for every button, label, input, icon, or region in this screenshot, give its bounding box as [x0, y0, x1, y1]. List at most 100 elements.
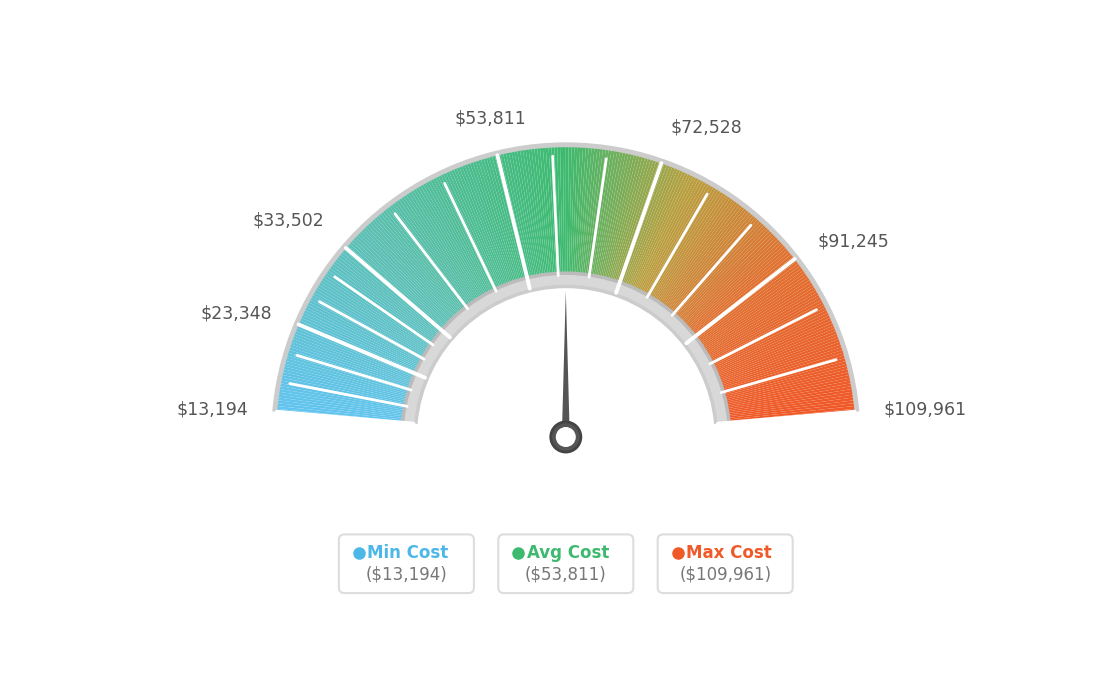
Wedge shape	[484, 156, 521, 280]
Wedge shape	[469, 160, 513, 282]
Wedge shape	[577, 146, 588, 274]
Wedge shape	[657, 195, 732, 302]
Wedge shape	[375, 214, 460, 313]
Wedge shape	[305, 304, 420, 364]
Wedge shape	[581, 146, 595, 274]
Wedge shape	[288, 344, 411, 386]
Wedge shape	[636, 173, 694, 290]
Wedge shape	[652, 188, 722, 299]
Wedge shape	[285, 355, 408, 393]
Wedge shape	[703, 279, 813, 350]
Wedge shape	[722, 349, 846, 389]
Wedge shape	[582, 146, 597, 274]
Wedge shape	[342, 246, 442, 331]
Wedge shape	[360, 228, 452, 321]
Wedge shape	[609, 155, 646, 279]
Wedge shape	[677, 221, 765, 317]
Wedge shape	[295, 325, 414, 375]
Wedge shape	[453, 166, 505, 286]
Wedge shape	[719, 331, 839, 379]
Wedge shape	[549, 145, 558, 273]
Wedge shape	[676, 219, 763, 316]
Wedge shape	[693, 253, 795, 335]
Wedge shape	[327, 267, 433, 343]
Wedge shape	[325, 269, 432, 344]
Wedge shape	[691, 248, 792, 333]
Wedge shape	[681, 230, 774, 322]
Wedge shape	[705, 284, 816, 353]
Wedge shape	[333, 257, 436, 337]
Wedge shape	[358, 230, 450, 322]
Wedge shape	[435, 175, 493, 290]
Wedge shape	[729, 408, 857, 423]
Wedge shape	[698, 264, 804, 342]
Wedge shape	[710, 299, 825, 361]
Wedge shape	[709, 294, 821, 358]
Wedge shape	[650, 187, 720, 297]
Wedge shape	[572, 145, 581, 273]
Wedge shape	[284, 357, 408, 394]
Wedge shape	[461, 163, 509, 284]
Wedge shape	[574, 145, 583, 273]
Wedge shape	[443, 171, 498, 288]
Wedge shape	[612, 157, 651, 280]
Wedge shape	[298, 317, 416, 371]
Wedge shape	[584, 146, 601, 275]
Wedge shape	[445, 170, 500, 288]
Wedge shape	[702, 277, 811, 348]
Wedge shape	[508, 150, 535, 277]
Wedge shape	[291, 333, 413, 380]
Wedge shape	[615, 159, 657, 282]
Wedge shape	[328, 264, 434, 342]
Wedge shape	[275, 403, 403, 420]
Wedge shape	[661, 199, 739, 305]
Wedge shape	[726, 383, 853, 408]
Wedge shape	[293, 331, 413, 379]
Wedge shape	[592, 148, 615, 275]
Wedge shape	[495, 153, 528, 278]
Wedge shape	[666, 205, 745, 308]
Wedge shape	[520, 148, 542, 275]
Wedge shape	[654, 190, 724, 299]
Text: $72,528: $72,528	[671, 118, 743, 136]
Wedge shape	[614, 157, 654, 281]
Wedge shape	[720, 338, 842, 383]
Wedge shape	[352, 236, 447, 326]
Wedge shape	[489, 155, 524, 279]
Wedge shape	[729, 403, 857, 420]
Wedge shape	[340, 248, 440, 333]
Wedge shape	[283, 363, 407, 397]
Wedge shape	[282, 368, 406, 400]
Wedge shape	[337, 253, 438, 335]
Wedge shape	[382, 208, 464, 310]
Wedge shape	[278, 383, 405, 408]
Wedge shape	[634, 171, 689, 288]
Wedge shape	[611, 156, 648, 280]
Wedge shape	[275, 408, 403, 423]
Wedge shape	[369, 219, 456, 316]
Wedge shape	[607, 155, 643, 279]
Wedge shape	[312, 288, 425, 355]
Wedge shape	[354, 234, 448, 324]
Wedge shape	[724, 366, 850, 399]
Wedge shape	[386, 205, 466, 308]
Wedge shape	[491, 154, 526, 279]
Wedge shape	[726, 377, 852, 405]
Text: Avg Cost: Avg Cost	[527, 544, 609, 562]
Wedge shape	[279, 377, 405, 405]
Wedge shape	[529, 147, 546, 275]
Wedge shape	[723, 357, 848, 394]
Wedge shape	[282, 366, 407, 399]
Wedge shape	[306, 302, 421, 362]
Wedge shape	[371, 217, 457, 315]
Wedge shape	[554, 145, 561, 273]
Wedge shape	[367, 221, 455, 317]
Wedge shape	[664, 203, 743, 307]
Wedge shape	[410, 188, 479, 299]
Wedge shape	[639, 176, 699, 291]
Wedge shape	[330, 262, 435, 340]
Wedge shape	[712, 306, 828, 365]
Wedge shape	[726, 380, 853, 406]
Text: ($53,811): ($53,811)	[524, 565, 607, 583]
Wedge shape	[427, 179, 489, 293]
